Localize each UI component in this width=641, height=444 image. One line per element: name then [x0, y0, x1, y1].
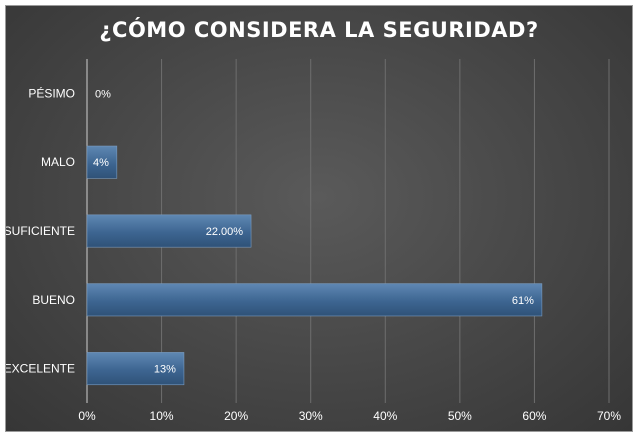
category-label: PÉSIMO	[28, 85, 75, 100]
x-tick-label: 30%	[299, 409, 323, 423]
x-tick-label: 10%	[150, 409, 174, 423]
chart-title: ¿CÓMO CONSIDERA LA SEGURIDAD?	[99, 18, 539, 42]
x-tick-label: 40%	[373, 409, 397, 423]
bar	[86, 283, 543, 317]
x-tick-label: 70%	[597, 409, 621, 423]
data-label: 13%	[154, 364, 176, 376]
bar-chart: 0% 10% 20% 30% 40% 50% 60% 70% PÉSIMO 0% MALO 4% SUF…	[6, 59, 621, 423]
data-label: 61%	[512, 295, 534, 307]
bar	[86, 145, 118, 179]
x-tick-label: 50%	[448, 409, 472, 423]
bars	[86, 145, 543, 386]
x-tick-label: 20%	[224, 409, 248, 423]
bar	[86, 352, 185, 386]
data-label: 4%	[93, 157, 109, 169]
category-label: BUENO	[32, 293, 75, 307]
chart-frame: ¿CÓMO CONSIDERA LA SEGURIDAD? 0% 10% 20% 30…	[5, 5, 633, 432]
category-label: EXCELENTE	[6, 362, 75, 376]
category-label: SUFICIENTE	[6, 224, 75, 238]
data-label: 0%	[95, 88, 111, 100]
labels: 0% 10% 20% 30% 40% 50% 60% 70% PÉSIMO 0% MALO 4% SUF…	[6, 85, 621, 423]
category-label: MALO	[41, 155, 75, 169]
data-label: 22.00%	[206, 226, 244, 238]
x-tick-label: 60%	[522, 409, 546, 423]
bar	[86, 214, 252, 248]
x-tick-label: 0%	[78, 409, 96, 423]
